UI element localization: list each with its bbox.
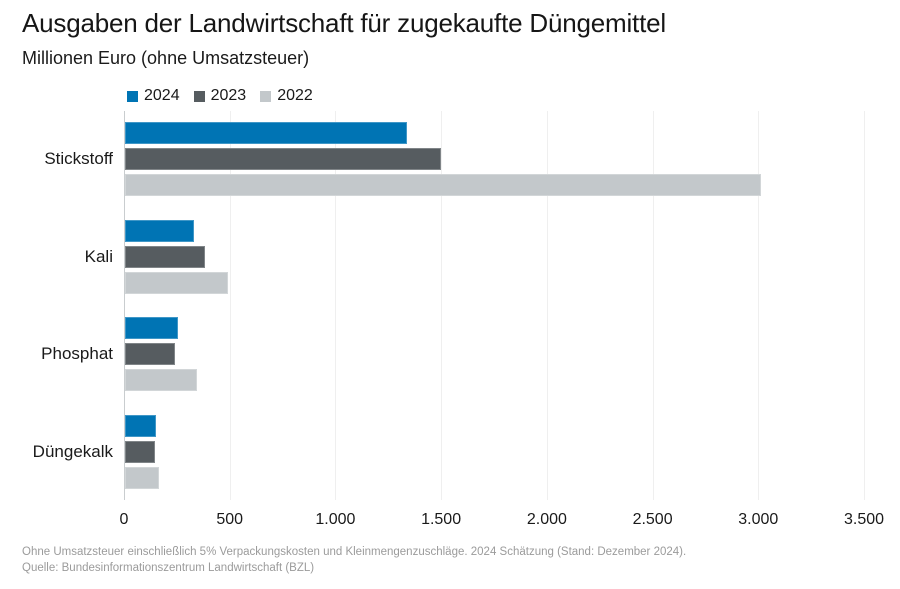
x-tick-label-3500: 3.500 [843, 511, 885, 528]
gridline-3500 [864, 111, 865, 500]
category-label-d-ngekalk: Düngekalk [32, 441, 113, 461]
bar-stickstoff-2022 [125, 174, 762, 196]
gridline-2500 [652, 111, 654, 500]
bar-phosphat-2023 [125, 343, 175, 365]
x-tick-label-2500: 2.500 [632, 511, 673, 528]
gridline-1500 [441, 111, 443, 500]
footer: Ohne Umsatzsteuer einschließlich 5% Verp… [22, 544, 686, 576]
legend-swatch-icon [193, 90, 205, 102]
gridline-2000 [546, 111, 548, 500]
legend-item-2024[interactable]: 2024 [127, 88, 180, 104]
bar-d-ngekalk-2023 [125, 440, 155, 463]
x-tick-label-2000: 2.000 [526, 511, 567, 528]
legend-label: 2024 [144, 87, 180, 104]
x-tick-label-1500: 1.500 [421, 511, 462, 528]
legend: 2024 2023 2022 [127, 86, 313, 106]
legend-swatch-icon [260, 90, 272, 102]
x-tick-label-500: 500 [216, 511, 244, 528]
bar-kali-2024 [125, 219, 194, 242]
bar-d-ngekalk-2022 [125, 466, 159, 489]
source: Quelle: Bundesinformationszentrum Landwi… [22, 562, 315, 574]
category-label-phosphat: Phosphat [41, 344, 113, 363]
chart-subtitle: Millionen Euro (ohne Umsatzsteuer) [22, 48, 310, 68]
footnote: Ohne Umsatzsteuer einschließlich 5% Verp… [22, 546, 687, 558]
bar-phosphat-2024 [125, 317, 178, 339]
bar-stickstoff-2024 [125, 122, 408, 144]
gridline-3000 [758, 111, 760, 500]
chart-title: Ausgaben der Landwirtschaft für zugekauf… [22, 8, 666, 38]
bar-d-ngekalk-2024 [125, 414, 156, 437]
zero-axis-line [124, 111, 125, 500]
plot-area [124, 111, 865, 500]
legend-item-2022[interactable]: 2022 [260, 88, 313, 104]
category-label-stickstoff: Stickstoff [44, 149, 113, 168]
bar-kali-2023 [125, 245, 206, 268]
legend-swatch-icon [127, 90, 138, 102]
category-label-kali: Kali [84, 246, 113, 266]
x-tick-label-1000: 1.000 [315, 511, 356, 528]
gridline-1000 [335, 111, 337, 500]
bar-stickstoff-2023 [125, 148, 442, 170]
bar-phosphat-2022 [125, 369, 197, 391]
legend-label: 2023 [210, 87, 247, 104]
gridline-500 [229, 111, 231, 500]
x-tick-label-0: 0 [119, 511, 129, 528]
legend-item-2023[interactable]: 2023 [193, 87, 247, 104]
x-tick-label-3000: 3.000 [738, 511, 779, 528]
bar-kali-2022 [125, 271, 228, 294]
legend-label: 2022 [277, 87, 313, 104]
